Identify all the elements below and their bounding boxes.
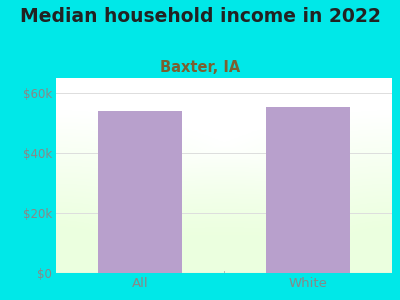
Text: Baxter, IA: Baxter, IA bbox=[160, 60, 240, 75]
Text: Median household income in 2022: Median household income in 2022 bbox=[20, 8, 380, 26]
Bar bbox=[266, 106, 350, 273]
Bar bbox=[98, 111, 182, 273]
